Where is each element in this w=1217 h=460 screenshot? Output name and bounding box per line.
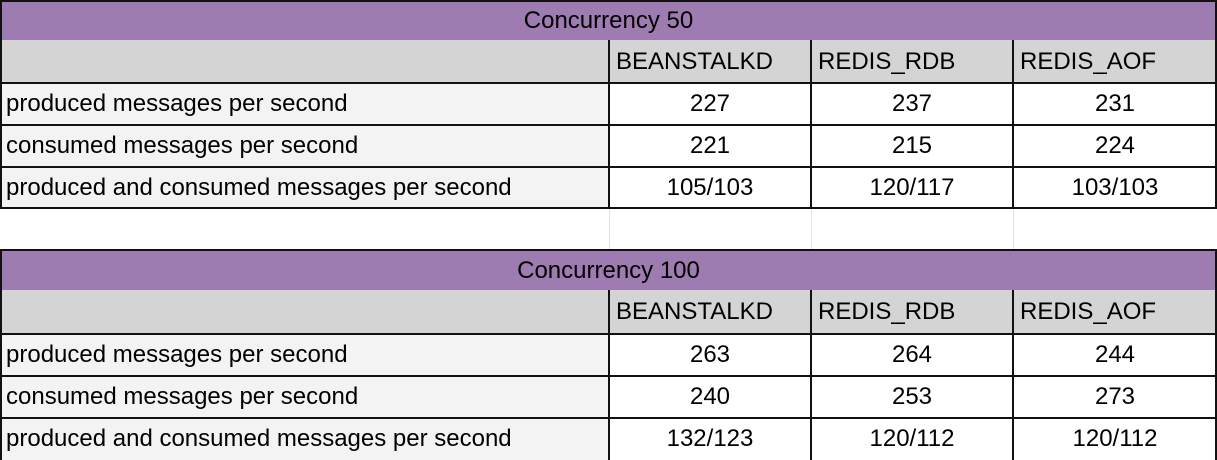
spacer-row xyxy=(0,209,1217,249)
data-cell[interactable]: 227 xyxy=(689,90,731,117)
data-cell[interactable]: 120/117 xyxy=(869,173,955,201)
data-cell[interactable]: 132/123 xyxy=(666,425,754,452)
grid-line xyxy=(0,40,2,208)
grid-line xyxy=(810,40,812,208)
grid-line xyxy=(1013,209,1014,249)
data-cell[interactable]: 105/103 xyxy=(666,173,754,201)
concurrency-50-table: Concurrency 50 BEANSTALKD REDIS_RDB REDI… xyxy=(0,0,1217,209)
row-label[interactable]: produced messages per second xyxy=(0,83,609,125)
grid-line xyxy=(810,290,812,460)
table-title-row: Concurrency 100 xyxy=(0,249,1217,292)
header-cell-redis-rdb[interactable]: REDIS_RDB xyxy=(818,47,956,75)
table-title: Concurrency 100 xyxy=(517,256,700,284)
data-cell[interactable]: 224 xyxy=(1094,132,1136,159)
grid-line xyxy=(1012,40,1014,208)
table-row: consumed messages per second 240 253 273 xyxy=(0,376,1217,418)
data-cell[interactable]: 263 xyxy=(689,341,731,368)
data-cell[interactable]: 221 xyxy=(689,132,731,159)
concurrency-100-table: Concurrency 100 BEANSTALKD REDIS_RDB RED… xyxy=(0,249,1217,460)
grid-line xyxy=(609,209,610,249)
data-cell[interactable]: 120/112 xyxy=(869,425,955,452)
header-cell-redis-rdb[interactable]: REDIS_RDB xyxy=(818,298,956,325)
data-cell[interactable]: 237 xyxy=(891,90,933,117)
data-cell[interactable]: 215 xyxy=(891,132,933,159)
row-label[interactable]: consumed messages per second xyxy=(0,376,609,418)
data-cell[interactable]: 240 xyxy=(689,383,731,410)
header-cell-beanstalkd[interactable]: BEANSTALKD xyxy=(616,47,773,75)
row-label[interactable]: produced messages per second xyxy=(0,334,609,376)
row-label[interactable]: produced and consumed messages per secon… xyxy=(0,418,609,460)
data-cell[interactable]: 273 xyxy=(1094,383,1136,410)
table-title-row: Concurrency 50 xyxy=(0,0,1217,42)
data-cell[interactable]: 244 xyxy=(1094,341,1136,368)
table-title: Concurrency 50 xyxy=(523,7,694,34)
row-label[interactable]: consumed messages per second xyxy=(0,125,609,167)
data-cell[interactable]: 253 xyxy=(891,383,933,410)
row-label[interactable]: produced and consumed messages per secon… xyxy=(0,167,609,208)
grid-line xyxy=(1215,40,1217,208)
grid-line xyxy=(0,207,1217,209)
grid-line xyxy=(0,290,2,460)
grid-line xyxy=(811,209,812,249)
header-cell-beanstalkd[interactable]: BEANSTALKD xyxy=(616,298,773,325)
data-cell[interactable]: 103/103 xyxy=(1071,173,1159,201)
header-cell-redis-aof[interactable]: REDIS_AOF xyxy=(1020,298,1157,325)
grid-line xyxy=(608,40,610,208)
header-cell-redis-aof[interactable]: REDIS_AOF xyxy=(1020,47,1157,75)
header-cell-empty[interactable] xyxy=(0,40,609,83)
grid-line xyxy=(1215,290,1217,460)
data-cell[interactable]: 231 xyxy=(1094,90,1136,117)
data-cell[interactable]: 120/112 xyxy=(1072,425,1158,452)
header-cell-empty[interactable] xyxy=(0,290,609,334)
grid-line xyxy=(608,290,610,460)
grid-line xyxy=(1012,290,1014,460)
data-cell[interactable]: 264 xyxy=(891,341,933,368)
